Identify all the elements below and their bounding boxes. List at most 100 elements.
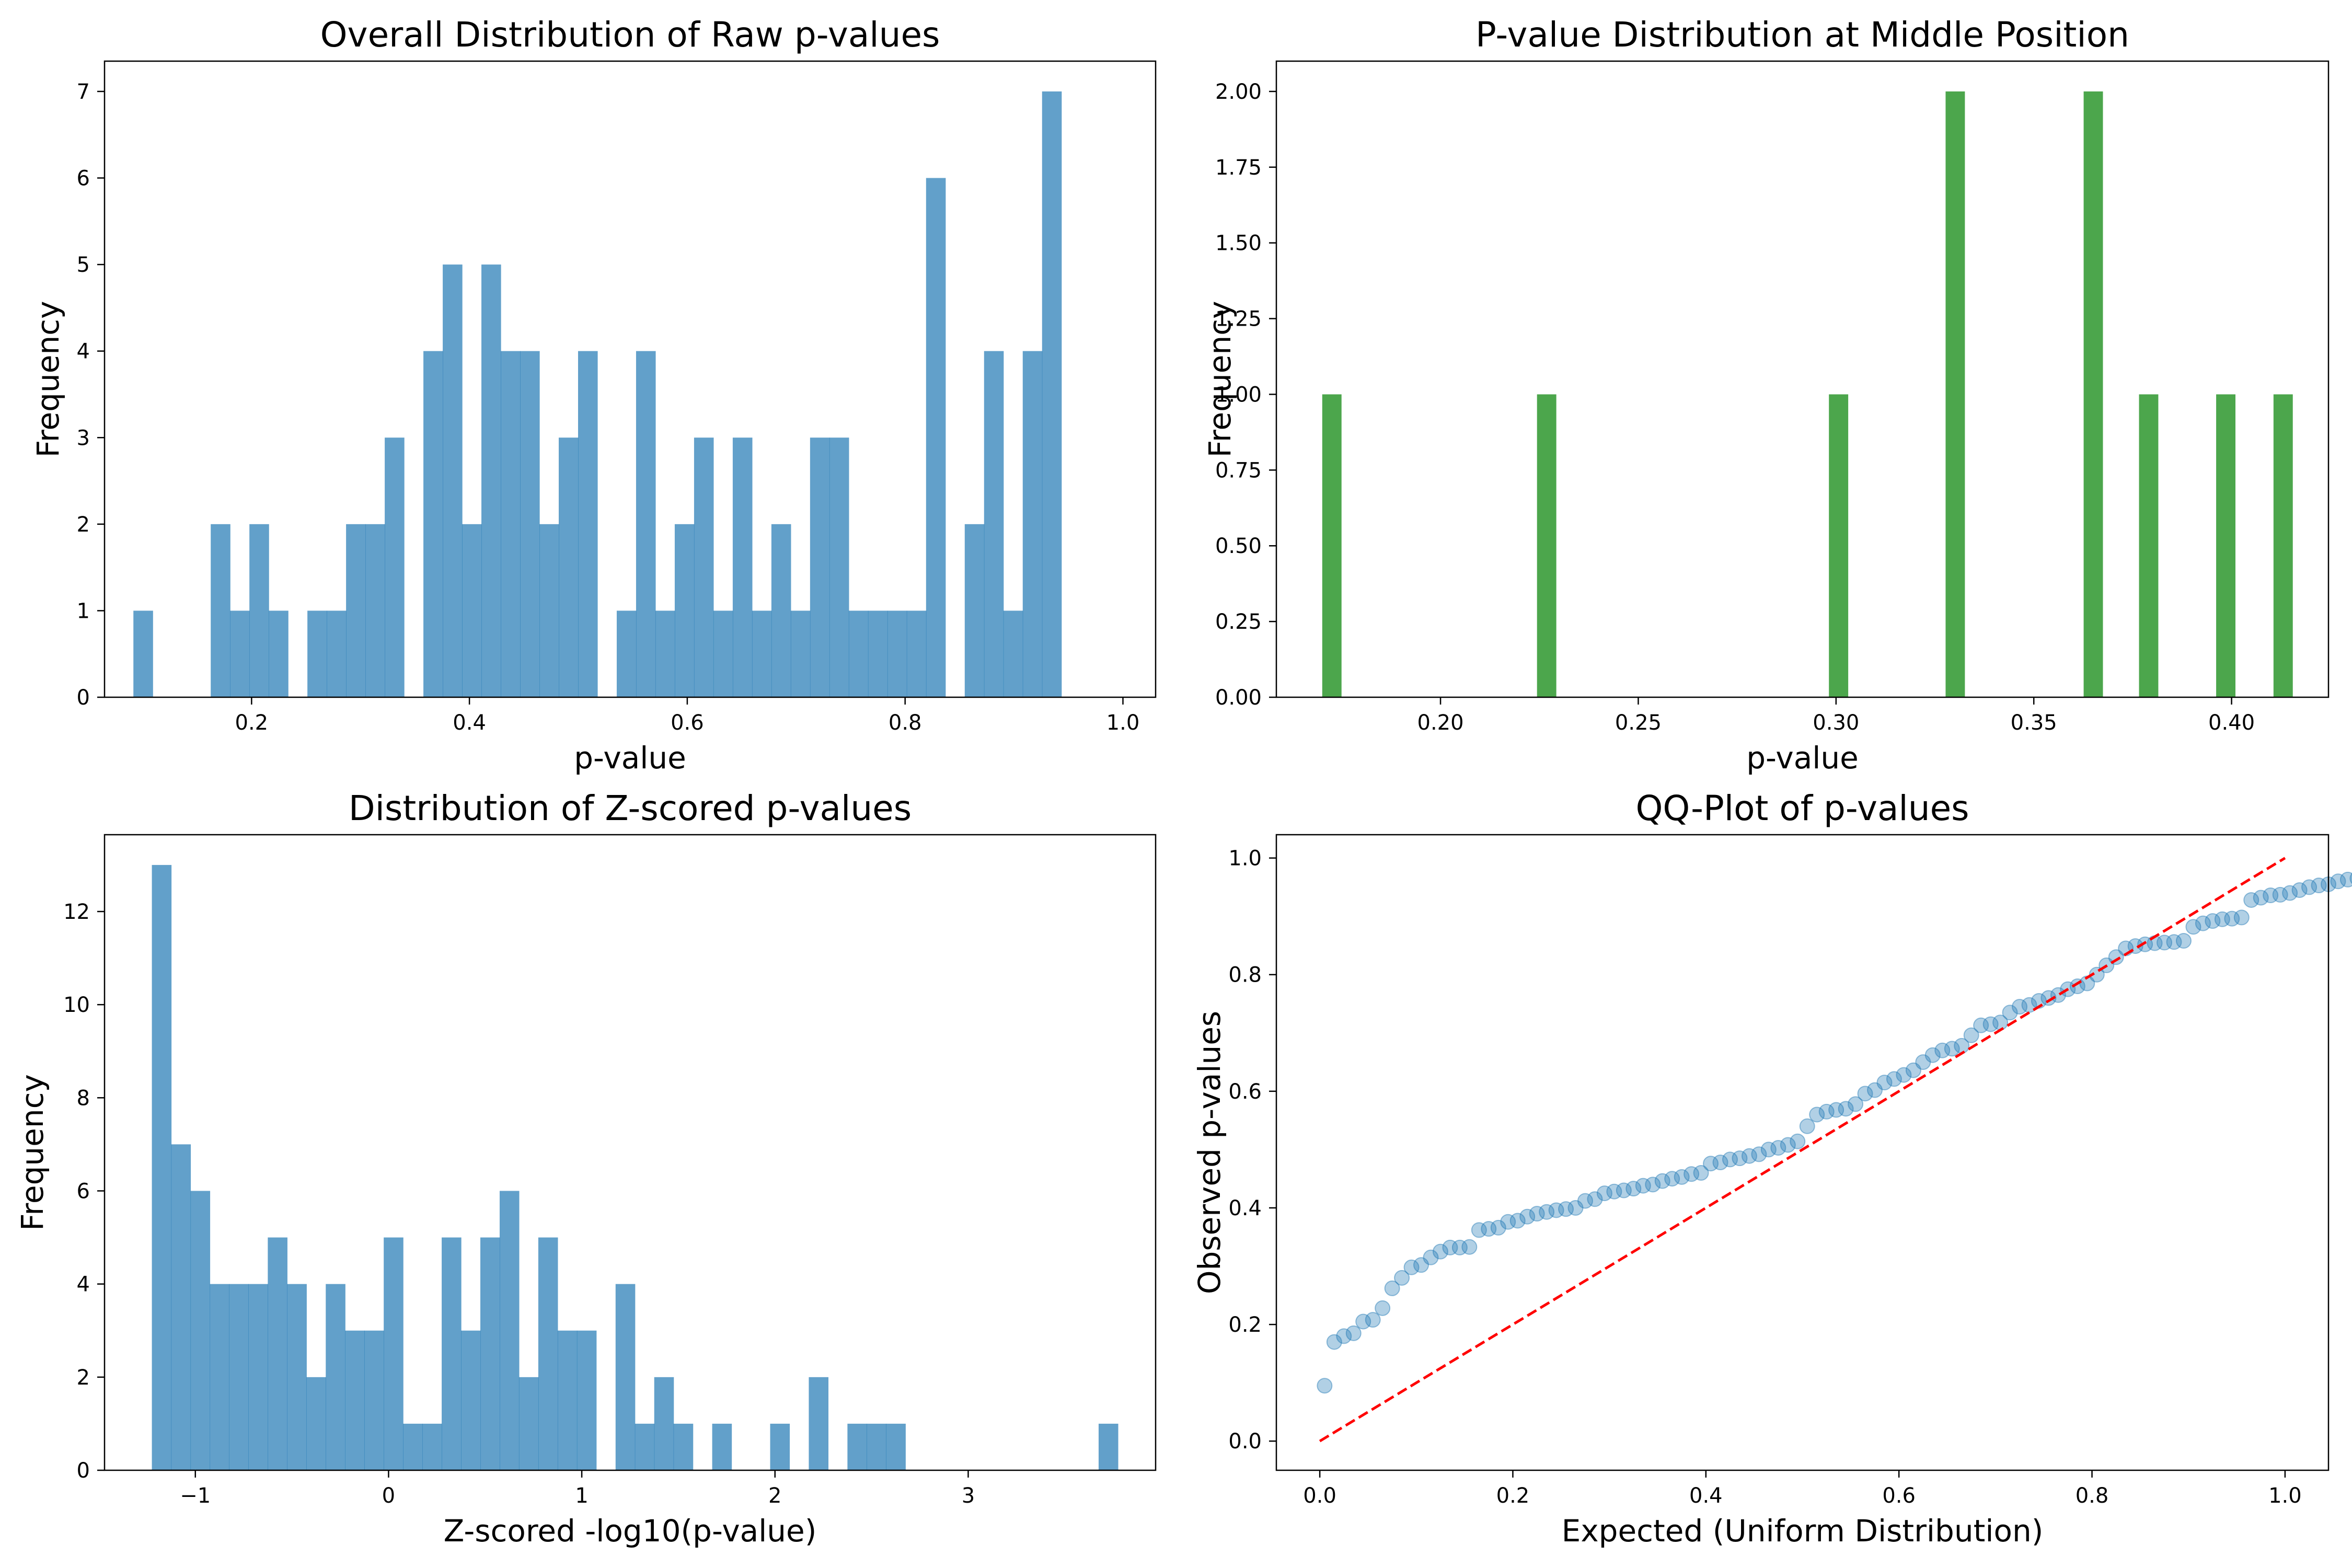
qq-point <box>1403 1259 1420 1275</box>
histogram-bar <box>365 524 385 697</box>
axes-frame <box>103 60 1157 698</box>
histogram-bar <box>403 1423 423 1470</box>
histogram-bar <box>248 1284 268 1470</box>
qq-point <box>1355 1313 1371 1330</box>
qq-point <box>2339 871 2352 887</box>
qq-point <box>2330 873 2346 890</box>
qq-point <box>2243 892 2259 908</box>
x-tick-label: 0.4 <box>453 711 486 735</box>
histogram-bar <box>654 1377 674 1470</box>
qq-point <box>2157 935 2173 951</box>
histogram-bar <box>557 1330 578 1470</box>
y-tick-label: 0.50 <box>1215 534 1262 558</box>
axes-frame <box>103 834 1157 1471</box>
qq-point <box>1587 1191 1603 1207</box>
y-tick-label: 0.8 <box>1228 963 1262 987</box>
histogram-bar <box>771 524 791 697</box>
qq-point <box>1809 1106 1825 1123</box>
qq-point <box>1760 1142 1777 1158</box>
histogram-bar <box>462 524 482 697</box>
histogram-bar <box>423 351 443 697</box>
qq-point <box>1790 1133 1806 1149</box>
y-tick-label: 0.25 <box>1215 610 1262 634</box>
qq-point <box>1509 1213 1526 1229</box>
qq-point <box>2311 878 2327 894</box>
histogram-bar <box>211 524 230 697</box>
histogram-bar <box>847 1423 867 1470</box>
histogram-bar <box>790 610 811 697</box>
histogram-bar <box>133 610 153 697</box>
x-tick-label: 0.2 <box>1496 1484 1530 1508</box>
histogram-bar <box>190 1191 211 1470</box>
qq-point <box>1828 1102 1844 1118</box>
y-tick-label: 1 <box>77 599 90 623</box>
histogram-bar <box>306 1377 326 1470</box>
y-tick-label: 10 <box>63 993 90 1017</box>
qq-point <box>1577 1193 1593 1209</box>
x-tick-label: 1 <box>575 1484 588 1508</box>
chart-title: Overall Distribution of Raw p-values <box>320 15 940 55</box>
y-tick-label: 8 <box>77 1086 90 1110</box>
x-axis-label: p-value <box>1746 740 1859 776</box>
qq-point <box>1944 1041 1960 1057</box>
histogram-bar <box>1537 394 1557 697</box>
x-tick-label: 0.40 <box>2208 711 2255 735</box>
qq-point <box>2291 882 2308 898</box>
x-tick-label: 1.0 <box>2268 1484 2302 1508</box>
y-tick-label: 1.25 <box>1215 307 1262 331</box>
y-tick-label: 1.50 <box>1215 232 1262 256</box>
histogram-bar <box>673 1423 694 1470</box>
histogram-bar <box>559 437 579 697</box>
qq-point <box>2224 910 2240 927</box>
qq-point <box>1896 1067 1912 1083</box>
x-tick-label: 0.35 <box>2011 711 2057 735</box>
qq-point <box>1934 1042 1951 1058</box>
y-tick-label: 0.00 <box>1215 686 1262 710</box>
chart-title: P-value Distribution at Middle Position <box>1475 15 2129 55</box>
qq-point <box>1982 1016 1999 1032</box>
histogram-bar <box>307 610 327 697</box>
qq-point <box>1722 1151 1738 1168</box>
y-tick-label: 3 <box>77 426 90 450</box>
histogram-bar <box>384 1237 403 1470</box>
histogram-bar <box>287 1284 307 1470</box>
histogram-bar <box>346 524 366 697</box>
y-tick-label: 1.0 <box>1228 847 1262 871</box>
y-tick-label: 2.00 <box>1215 80 1262 104</box>
x-axis-label: p-value <box>574 740 686 776</box>
x-tick-label: 0.8 <box>2076 1484 2109 1508</box>
histogram-bar <box>345 1330 365 1470</box>
histogram-bar <box>269 610 289 697</box>
qq-point <box>1741 1148 1757 1164</box>
qq-point <box>2012 999 2028 1015</box>
histogram-bar <box>636 351 656 697</box>
qq-point <box>1770 1140 1786 1156</box>
histogram-bar <box>577 1330 597 1470</box>
qq-point <box>1529 1206 1545 1222</box>
qq-point <box>1558 1201 1574 1217</box>
qq-point <box>2021 997 2037 1013</box>
histogram-bar <box>443 264 463 697</box>
histogram-bar <box>520 351 540 697</box>
qq-point <box>2349 872 2352 884</box>
histogram-bar <box>538 1237 558 1470</box>
qq-point <box>1616 1182 1632 1198</box>
x-tick-label: 0.20 <box>1417 711 1464 735</box>
qq-point <box>1596 1185 1612 1202</box>
chart-title: QQ-Plot of p-values <box>1635 788 1969 828</box>
histogram-bar <box>964 524 985 697</box>
chart-1: Overall Distribution of Raw p-values 0.2 0… <box>30 15 1157 776</box>
qq-point <box>1645 1177 1661 1193</box>
histogram-bar <box>1098 1423 1119 1470</box>
qq-point <box>2272 886 2288 903</box>
qq-point <box>1539 1204 1555 1220</box>
histogram-bar <box>442 1237 462 1470</box>
histogram-bar <box>694 437 714 697</box>
qq-point <box>1905 1062 1921 1078</box>
x-axis-label: Expected (Uniform Distribution) <box>1562 1513 2044 1549</box>
qq-point <box>1963 1027 1979 1043</box>
qq-point <box>1461 1239 1478 1255</box>
qq-point <box>1848 1096 1864 1112</box>
histogram-bar <box>422 1423 442 1470</box>
qq-point <box>1780 1137 1796 1153</box>
